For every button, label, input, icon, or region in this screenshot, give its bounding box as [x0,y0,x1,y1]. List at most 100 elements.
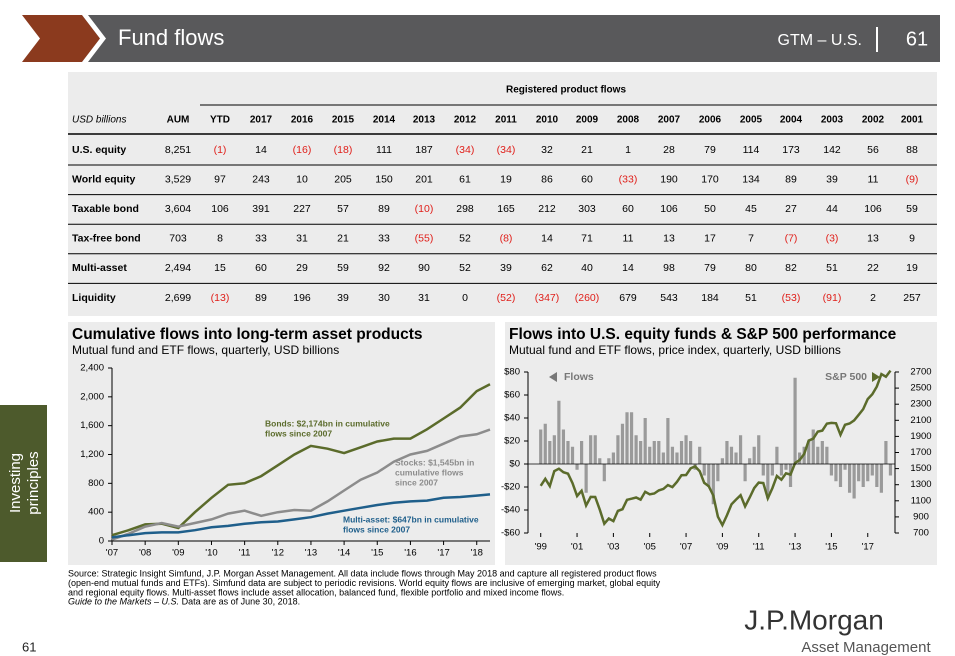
table-cell: 39 [500,262,512,274]
table-cell: 21 [337,233,349,245]
x-tick-label: '15 [825,542,837,553]
table-cell: 703 [169,233,187,245]
bar [857,464,861,482]
table-cell: 52 [459,262,471,274]
table-cell: 52 [459,233,471,245]
table-cell: 33 [378,233,390,245]
x-tick-label: '12 [272,548,284,559]
bar [657,441,661,464]
y-tick-label: 1,200 [80,449,104,460]
table-cell: 22 [867,262,879,274]
bar [579,441,584,464]
bar [625,412,629,464]
annotation: since 2007 [395,477,438,487]
bar [679,441,684,464]
y2-tick-label: 2100 [910,415,931,426]
table-cell: 62 [541,262,553,274]
table-cell: (13) [211,292,230,304]
bar [748,458,752,464]
table-cell: 13 [663,233,675,245]
x-tick-label: '11 [239,548,251,559]
note-plain: Data are as of June 30, 2018. [179,597,300,607]
y-tick-label: 2,000 [80,391,104,402]
side-tab-text: principles [25,451,42,514]
bar [575,464,579,470]
bar [888,464,893,476]
table-cell: 170 [701,173,719,185]
table-cell: 51 [826,262,838,274]
table-cell: 44 [826,203,838,215]
table-cell: 165 [497,203,515,215]
table-cell: 2 [870,292,876,304]
bar [829,464,834,476]
table-cell: 212 [538,203,556,215]
table-cell: 106 [864,203,882,215]
bar [847,464,852,493]
series-line [111,428,491,541]
bar [707,464,711,487]
table-cell: 92 [378,262,390,274]
bar [843,464,847,470]
table-cell: 33 [255,233,267,245]
bar [816,446,820,464]
bar [598,458,602,464]
table-cell: 60 [581,173,593,185]
logo-sub: Asset Management [801,639,931,656]
table-cell: 71 [581,233,593,245]
table-cell: 142 [823,144,841,156]
table-cell: 19 [906,262,918,274]
bar [761,464,765,476]
bar [743,464,747,482]
side-tab-text: Investing [7,453,24,513]
table-cell: 303 [578,203,596,215]
side-tab [0,405,47,562]
x-tick-label: '17 [862,542,874,553]
y-tick-label: 0 [99,536,104,547]
bar [779,464,784,476]
bar [584,464,588,493]
left-panel [68,322,495,565]
row-label: U.S. equity [72,144,126,156]
y2-tick-label: 1900 [910,431,931,442]
table-cell: 90 [418,262,430,274]
y2-tick-label: 2500 [910,383,931,394]
table-cell: (7) [785,233,798,245]
series-line [111,493,491,539]
bar [698,446,702,464]
table-cell: 19 [500,173,512,185]
table-cell: 31 [418,292,430,304]
chart-title: Cumulative flows into long-term asset pr… [72,326,423,343]
bar [607,458,611,464]
table-cell: 196 [293,292,311,304]
table-cell: 86 [541,173,553,185]
table-cell: (347) [535,292,560,304]
source-text: Source: Strategic Insight Simfund, J.P. … [68,568,657,578]
table-cell: 243 [252,173,270,185]
row-label: World equity [72,173,136,185]
bar [616,435,620,464]
y-tick-label: -$20 [501,482,520,493]
y-tick-label: $40 [504,413,520,424]
logo: J.P.Morgan [744,604,884,635]
table-cell: 14 [541,233,553,245]
table-cell: 173 [782,144,800,156]
table-cell: 59 [906,203,918,215]
table-cell: 0 [462,292,468,304]
table-cell: 14 [255,144,267,156]
table-cell: (10) [415,203,434,215]
x-tick-label: '15 [371,548,383,559]
bar [552,435,556,464]
bar [648,446,652,464]
header-section: GTM – U.S. [778,32,862,49]
table-cell: 45 [745,203,757,215]
table-cell: 97 [214,173,226,185]
bar [820,441,824,464]
bar [870,464,874,476]
table-cell: 8 [217,233,223,245]
bar [561,429,566,464]
table-bg [68,72,937,316]
bar [629,412,634,464]
table-cell: 80 [745,262,757,274]
